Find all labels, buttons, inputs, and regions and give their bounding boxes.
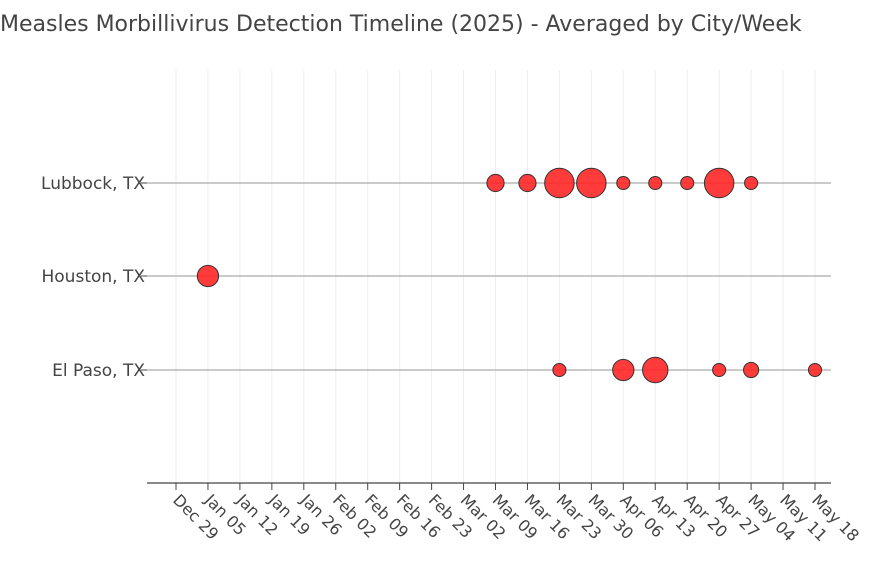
bubble-point [612, 358, 635, 382]
bubble-point [703, 167, 735, 199]
bubble-point [743, 361, 760, 379]
x-axis [147, 482, 831, 490]
y-tick-label: El Paso, TX [52, 361, 145, 381]
bubbles [196, 167, 823, 384]
bubble-point [552, 362, 567, 378]
bubble-point [576, 167, 607, 199]
bubble-point [712, 362, 727, 378]
bubble-point [518, 173, 537, 193]
y-tick-label: Houston, TX [42, 267, 146, 287]
bubble-point [196, 264, 220, 288]
bubble-point [807, 362, 823, 378]
y-axis-labels: Lubbock, TX Houston, TX El Paso, TX [41, 174, 147, 381]
bubble-point [642, 356, 669, 384]
chart-title: Measles Morbillivirus Detection Timeline… [0, 12, 802, 37]
bubble-point [744, 175, 759, 191]
bubble-point [648, 175, 663, 191]
bubble-point [680, 175, 695, 191]
y-tick-label: Lubbock, TX [41, 174, 145, 194]
category-lines [147, 182, 831, 371]
bubble-point [544, 167, 575, 199]
bubble-point [616, 175, 631, 191]
bubble-point [486, 173, 505, 193]
